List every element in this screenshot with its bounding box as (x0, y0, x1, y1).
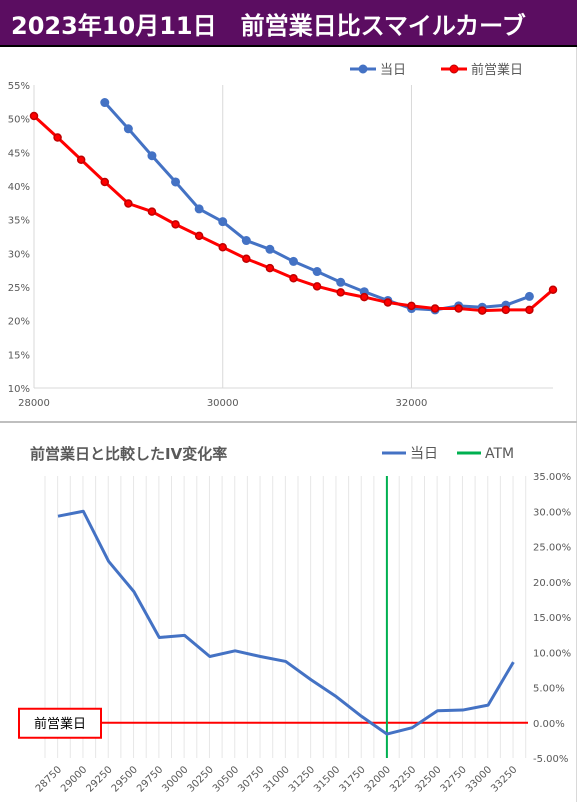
prev-point (407, 301, 416, 311)
prev-point (525, 305, 534, 315)
prev-point (147, 207, 157, 216)
today-point (171, 177, 181, 187)
x-tick-label: 32750 (439, 764, 469, 794)
legend-marker (358, 64, 368, 74)
y-tick-label: 55% (8, 81, 30, 92)
x-tick-label: 29500 (110, 764, 140, 794)
prev-point (171, 220, 180, 229)
x-tick-label: 30750 (236, 764, 266, 794)
today-point (265, 244, 275, 254)
prev-point (454, 304, 463, 313)
y-tick-label: 0.00% (533, 719, 565, 730)
today-point (147, 151, 157, 161)
x-tick-label: 31750 (337, 764, 367, 794)
x-tick-label: 28750 (34, 764, 64, 794)
prev-point (336, 288, 345, 297)
prev-point (194, 231, 204, 241)
iv-change-chart-panel: 前営業日と比較したIV変化率 -5.00% 0.00% 5.00% 10.00% 15.0… (0, 423, 577, 802)
prev-point (477, 306, 487, 315)
iv-change-chart: 前営業日と比較したIV変化率 -5.00% 0.00% 5.00% 10.00% 15.0… (18, 445, 571, 795)
baseline-label: 前営業日 (34, 716, 86, 732)
y-tick-label: 25% (8, 283, 30, 294)
prev-point (501, 305, 511, 315)
x-tick-label: 29250 (84, 764, 114, 794)
prev-point (29, 111, 39, 121)
prev-point (124, 199, 133, 208)
legend-marker (449, 64, 459, 74)
y-tick-label: 35% (8, 216, 30, 227)
x-tick-label: 30500 (211, 764, 241, 794)
baseline-label-box (18, 707, 102, 739)
x-tick-label: 31000 (262, 764, 292, 794)
chart-divider (0, 421, 577, 423)
smile-curve-chart: 28000 30000 32000 10% 15% 20% 25% 30% 35% 40% 45% 5… (8, 62, 558, 409)
today-point (100, 98, 110, 108)
y-tick-label: 30.00% (533, 507, 571, 518)
x-tick-label: 29750 (135, 764, 165, 794)
iv-change-line (57, 509, 515, 736)
prev-point (548, 285, 558, 294)
smile-curve-chart-panel: 28000 30000 32000 10% 15% 20% 25% 30% 35% 40% 45% 5… (0, 47, 577, 421)
page-title: 2023年10月11日 前営業日比スマイルカーブ (11, 12, 526, 40)
x-tick-label: 31500 (312, 764, 342, 794)
y-tick-label: 20% (8, 317, 30, 328)
today-point (241, 236, 251, 246)
x-tick-label: 30000 (207, 398, 239, 409)
x-tick-label: 32500 (413, 764, 443, 794)
y-tick-label: 10% (8, 384, 30, 395)
legend-label-atm: ATM (485, 446, 514, 462)
x-tick-label: 32000 (363, 764, 393, 794)
today-point (312, 267, 322, 277)
x-tick-label: 33000 (464, 764, 494, 794)
prev-point (242, 254, 251, 263)
x-tick-label: 29000 (59, 764, 89, 794)
y-tick-label: 30% (8, 249, 30, 260)
prev-point (265, 263, 275, 273)
today-point (218, 217, 228, 227)
y-tick-label: 35.00% (533, 472, 571, 483)
y-tick-label: 45% (8, 148, 30, 159)
x-tick-label: 30000 (160, 764, 190, 794)
legend-label: 前営業日 (471, 62, 523, 78)
y-tick-label: 5.00% (533, 684, 565, 695)
prev-point (76, 155, 86, 164)
y-tick-label: 15% (8, 350, 30, 361)
legend-label-today: 当日 (410, 446, 438, 462)
x-tick-label: 30250 (186, 764, 216, 794)
y-tick-label: 25.00% (533, 543, 571, 554)
y-tick-label: 15.00% (533, 613, 571, 624)
prev-point (383, 298, 393, 307)
prev-point (312, 282, 322, 291)
series-line-today (103, 101, 530, 312)
legend-label: 当日 (380, 63, 406, 78)
today-point (336, 277, 346, 287)
chart-title: 前営業日と比較したIV変化率 (30, 445, 227, 463)
y-tick-label: 50% (8, 115, 30, 126)
y-tick-label: -5.00% (533, 754, 568, 765)
x-tick-label: 28000 (18, 398, 50, 409)
today-point (524, 291, 534, 301)
prev-point (100, 177, 110, 187)
today-point (123, 124, 133, 134)
y-tick-label: 10.00% (533, 648, 571, 659)
x-tick-label: 31250 (287, 764, 317, 794)
today-point (194, 204, 204, 214)
y-tick-label: 40% (8, 182, 30, 193)
today-point (289, 256, 298, 266)
x-tick-label: 33250 (489, 764, 519, 794)
prev-point (430, 304, 440, 313)
prev-point (289, 273, 298, 283)
title-banner: 2023年10月11日 前営業日比スマイルカーブ (0, 0, 577, 45)
prev-point (53, 133, 62, 142)
y-tick-label: 20.00% (533, 578, 571, 589)
prev-point (218, 243, 227, 252)
x-tick-label: 32000 (396, 398, 428, 409)
x-tick-label: 32250 (388, 764, 418, 794)
prev-point (360, 292, 369, 302)
title-divider (0, 45, 577, 47)
